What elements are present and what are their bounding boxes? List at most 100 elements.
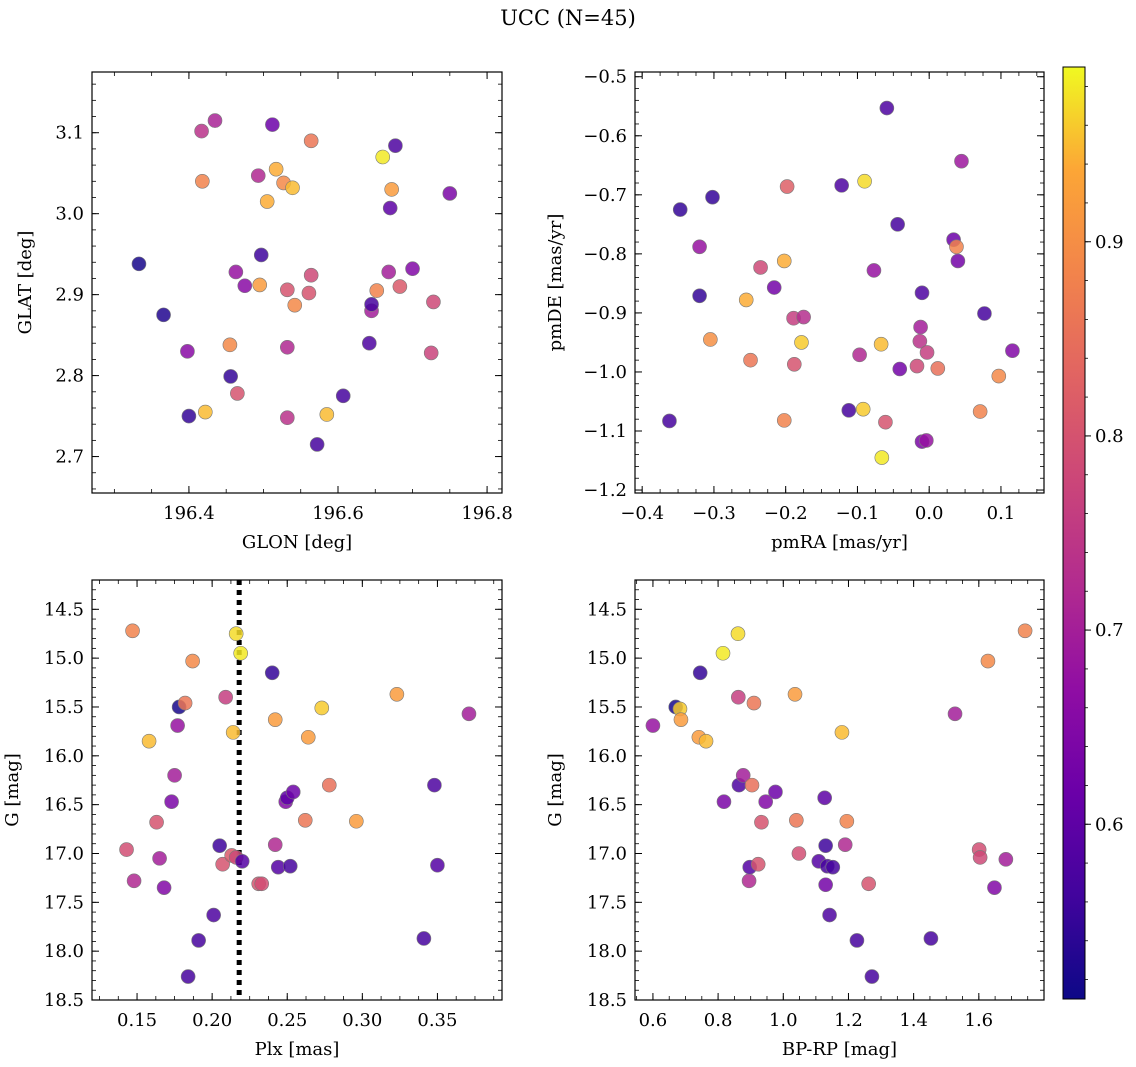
scatter-point — [427, 777, 442, 793]
y-tick-label: −0.8 — [583, 244, 627, 265]
scatter-point — [388, 138, 403, 153]
y-tick-label: 15.5 — [587, 697, 627, 718]
scatter-point — [754, 814, 769, 830]
scatter-point — [405, 261, 420, 277]
scatter-point — [265, 117, 280, 132]
scatter-point — [381, 264, 396, 280]
x-tick-label: −0.2 — [764, 503, 808, 524]
scatter-point — [164, 794, 179, 810]
scatter-point — [180, 969, 196, 984]
scatter-point — [672, 202, 688, 217]
scatter-point — [303, 267, 319, 283]
x-tick-label: −0.3 — [692, 503, 736, 524]
x-tick-label: 0.25 — [267, 1010, 307, 1031]
y-tick-label: 18.5 — [587, 990, 627, 1011]
scatter-point — [822, 907, 837, 923]
scatter-point — [837, 837, 853, 852]
y-tick-label: 15.0 — [44, 648, 84, 669]
x-tick-label: 1.2 — [834, 1010, 863, 1031]
scatter-panel-2: −0.4 −0.3 −0.2 −0.1 0.0 0.1 −1.2 −1.1 −1.0 −0.9 −0… — [545, 67, 1045, 553]
y-tick-label: 15.0 — [587, 648, 627, 669]
y-axis-label: pmDE [mas/yr] — [545, 214, 566, 352]
scatter-point — [890, 217, 905, 232]
scatter-point — [125, 623, 140, 639]
x-axis-label: pmRA [mas/yr] — [771, 532, 908, 553]
y-tick-label: 2.7 — [55, 447, 84, 468]
scatter-point — [692, 239, 707, 255]
scatter-point — [225, 725, 241, 740]
scatter-point — [301, 285, 317, 301]
scatter-point — [980, 653, 996, 669]
scatter-point — [349, 813, 364, 829]
y-tick-label: −0.6 — [583, 126, 627, 147]
scatter-point — [776, 253, 792, 269]
scatter-point — [791, 846, 807, 861]
scatter-point — [834, 178, 849, 193]
scatter-point — [426, 294, 441, 310]
scatter-point — [998, 852, 1014, 867]
scatter-point — [834, 725, 850, 740]
scatter-point — [730, 626, 746, 642]
y-tick-label: −1.0 — [583, 362, 627, 383]
scatter-point — [839, 813, 855, 829]
y-tick-label: −1.2 — [583, 480, 627, 501]
scatter-point — [698, 733, 714, 749]
y-tick-label: 17.0 — [44, 843, 84, 864]
figure-title: UCC (N=45) — [500, 6, 636, 30]
scatter-point — [731, 689, 746, 705]
colorbar-tick-label: 0.8 — [1095, 426, 1124, 447]
scatter-point — [223, 369, 238, 384]
scatter-point — [375, 149, 391, 165]
scatter-point — [768, 784, 783, 800]
scatter-point — [950, 253, 966, 269]
scatter-point — [949, 239, 964, 255]
scatter-point — [194, 123, 209, 139]
scatter-point — [131, 256, 147, 272]
scatter-point — [156, 307, 171, 323]
scatter-point — [1017, 623, 1033, 639]
colorbar-tick-label: 0.6 — [1095, 814, 1124, 835]
x-tick-label: 0.30 — [342, 1010, 382, 1031]
y-tick-label: 14.5 — [44, 599, 84, 620]
scatter-point — [879, 100, 895, 116]
y-tick-label: 18.0 — [44, 941, 84, 962]
scatter-point — [416, 931, 432, 946]
scatter-point — [972, 404, 988, 419]
colorbar-tick-label: 0.7 — [1095, 620, 1124, 641]
plot-frame — [91, 579, 503, 1001]
scatter-point — [716, 794, 732, 810]
scatter-point — [156, 880, 172, 895]
scatter-point — [335, 388, 351, 404]
x-tick-label: 196.8 — [461, 503, 513, 524]
scatter-point — [873, 336, 889, 352]
scatter-point — [285, 784, 301, 800]
scatter-point — [254, 876, 270, 892]
scatter-point — [919, 433, 934, 448]
x-tick-label: −0.1 — [836, 503, 880, 524]
scatter-point — [285, 180, 300, 196]
scatter-point — [987, 880, 1002, 895]
scatter-point — [841, 403, 857, 418]
scatter-point — [237, 278, 253, 294]
scatter-point — [972, 850, 988, 865]
y-tick-label: 16.5 — [587, 795, 627, 816]
scatter-point — [233, 645, 248, 661]
scatter-point — [766, 280, 782, 295]
y-tick-label: 18.0 — [587, 941, 627, 962]
x-axis-label: BP-RP [mag] — [782, 1039, 897, 1060]
scatter-point — [267, 837, 283, 852]
scatter-point — [141, 733, 157, 749]
scatter-point — [787, 686, 803, 702]
scatter-point — [228, 626, 244, 642]
scatter-point — [878, 414, 893, 430]
scatter-point — [384, 182, 399, 197]
scatter-point — [692, 665, 708, 681]
scatter-point — [744, 777, 760, 793]
scatter-point — [185, 653, 200, 669]
x-tick-label: 1.6 — [965, 1010, 994, 1031]
scatter-point — [228, 264, 244, 280]
y-tick-label: 3.1 — [55, 123, 84, 144]
scatter-point — [861, 876, 876, 892]
x-tick-label: 196.6 — [312, 503, 364, 524]
